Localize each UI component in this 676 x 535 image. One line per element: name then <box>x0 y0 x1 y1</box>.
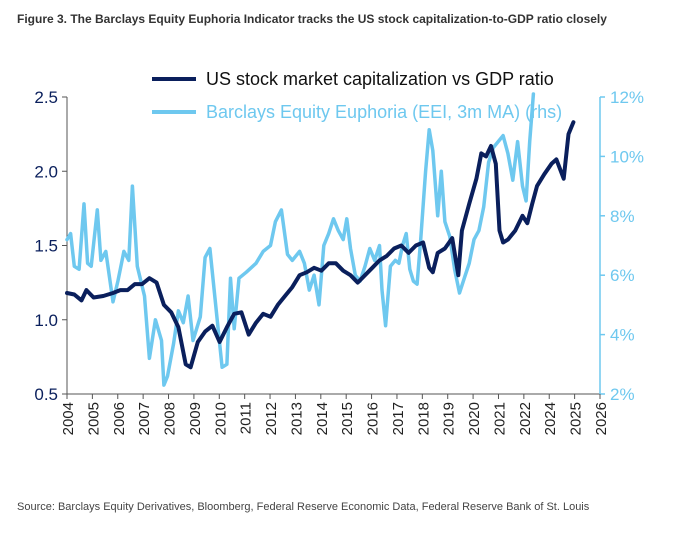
x-tick-label: 2015 <box>339 402 356 435</box>
y2-tick-label: 6% <box>610 266 635 285</box>
series-line-euphoria-eei <box>65 92 536 387</box>
x-tick-label: 2008 <box>162 402 179 435</box>
series-line-market-cap-gdp <box>65 120 576 370</box>
x-tick-label: 2026 <box>593 402 610 435</box>
x-tick-label: 2004 <box>60 402 77 435</box>
x-tick-label: 2011 <box>238 402 255 434</box>
x-tick-label: 2019 <box>441 402 458 435</box>
x-tick-label: 2020 <box>466 402 483 435</box>
y2-tick-label: 10% <box>610 147 644 166</box>
x-tick-label: 2014 <box>314 402 331 435</box>
x-tick-label: 2025 <box>568 402 585 435</box>
x-tick-label: 2018 <box>415 402 432 435</box>
legend-label: US stock market capitalization vs GDP ra… <box>206 69 554 89</box>
x-tick-label: 2024 <box>542 402 559 435</box>
x-tick-label: 2017 <box>390 402 407 435</box>
y-tick-label: 2.0 <box>34 162 58 181</box>
x-tick-label: 2022 <box>517 402 534 435</box>
y-tick-label: 0.5 <box>34 385 58 404</box>
x-tick-label: 2010 <box>212 402 229 435</box>
x-tick-label: 2007 <box>136 402 153 435</box>
y2-tick-label: 12% <box>610 88 644 107</box>
x-tick-label: 2016 <box>365 402 382 435</box>
legend-label: Barclays Equity Euphoria (EEI, 3m MA) (r… <box>206 102 562 122</box>
chart-axes: 0.5 1.0 1.5 2.0 2.5 2% 4% 6% 8% 10% 12% 2004 2005 200… <box>34 88 644 435</box>
x-tick-label: 2009 <box>187 402 204 435</box>
x-tick-label: 2021 <box>491 402 508 435</box>
figure-source: Source: Barclays Equity Derivatives, Blo… <box>17 501 590 513</box>
x-tick-label: 2006 <box>111 402 128 435</box>
x-tick-label: 2012 <box>263 402 280 435</box>
x-tick-label: 2013 <box>288 402 305 435</box>
chart-legend: US stock market capitalization vs GDP ra… <box>152 69 562 122</box>
y-tick-label: 2.5 <box>34 88 58 107</box>
y2-tick-label: 8% <box>610 207 635 226</box>
y2-tick-label: 2% <box>610 385 635 404</box>
y-tick-label: 1.5 <box>34 237 58 256</box>
chart-series <box>65 92 576 387</box>
x-tick-label: 2005 <box>85 402 102 435</box>
figure-title: Figure 3. The Barclays Equity Euphoria I… <box>17 12 607 26</box>
y-tick-label: 1.0 <box>34 311 58 330</box>
y2-tick-label: 4% <box>610 326 635 345</box>
